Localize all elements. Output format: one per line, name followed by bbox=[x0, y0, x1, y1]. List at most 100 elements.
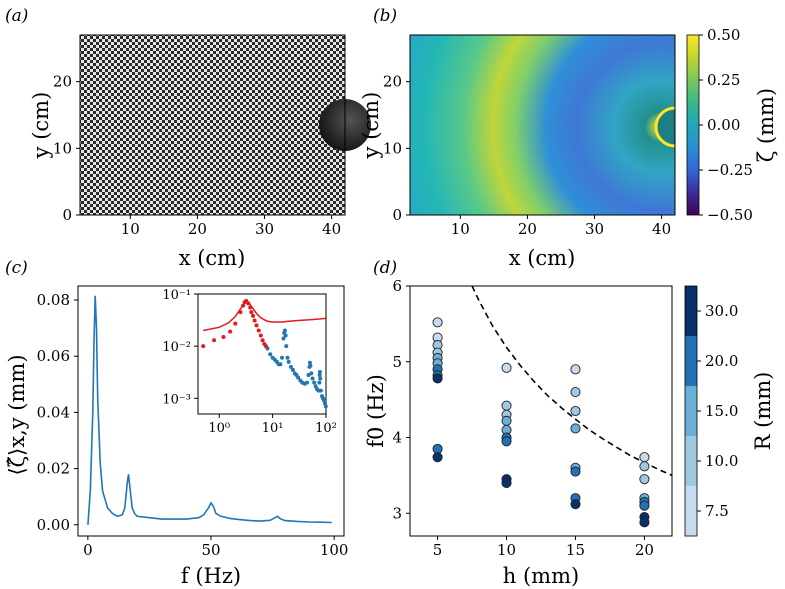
inset-blue-point bbox=[290, 367, 295, 372]
panel-c-y-label: ⟨ζ̂⟩x,y (mm) bbox=[5, 354, 29, 475]
inset-x-tick-label: 10⁰ bbox=[208, 421, 230, 436]
spectrum-line bbox=[87, 295, 332, 525]
panel-c-label: (c) bbox=[5, 258, 28, 278]
f0-point-r-10 bbox=[639, 474, 650, 485]
inset-red-point bbox=[251, 313, 256, 318]
panel-d-x-ticks: 5 10 15 20 bbox=[433, 536, 654, 559]
inset-red-point bbox=[260, 338, 265, 343]
inset-fit-curve bbox=[203, 300, 326, 332]
inset-blue-point bbox=[323, 401, 328, 406]
f0-scatter-points bbox=[432, 317, 650, 528]
inset-red-point bbox=[201, 344, 206, 349]
inset-y-tick-label: 10⁻¹ bbox=[162, 288, 191, 303]
zeta-colorbar-tick-label: −0.50 bbox=[707, 206, 753, 224]
panel-a-y-tick-label: 0 bbox=[62, 206, 72, 224]
panel-d-y-label: f0 (Hz) bbox=[364, 374, 388, 448]
panel-b-x-tick-label: 30 bbox=[585, 220, 604, 238]
inset-red-point bbox=[228, 329, 233, 334]
inset-blue-point bbox=[318, 376, 323, 381]
inset-y-ticks: 10⁻¹ 10⁻² 10⁻³ bbox=[162, 288, 198, 407]
panel-c-x-tick-label: 0 bbox=[83, 541, 93, 559]
r-colorbar-tick-label: 20.0 bbox=[705, 352, 738, 370]
zeta-colorbar-tick-label: 0.25 bbox=[707, 71, 740, 89]
r-colorbar-segment bbox=[685, 286, 697, 336]
inset-red-point bbox=[233, 321, 238, 326]
f0-point-r-20 bbox=[432, 443, 443, 454]
panel-d-y-tick-label: 3 bbox=[392, 504, 402, 522]
panel-a: (a) 10 20 30 40 0 10 20 x (cm) y (cm) bbox=[5, 6, 371, 270]
f0-point-r-30 bbox=[432, 373, 443, 384]
panel-a-y-tick-label: 10 bbox=[53, 139, 72, 157]
panel-d-x-tick-label: 5 bbox=[433, 541, 443, 559]
inset-blue-point bbox=[317, 372, 322, 377]
inset-blue-point bbox=[286, 359, 291, 364]
r-colorbar-segment bbox=[685, 436, 697, 486]
inset-blue-point bbox=[310, 376, 315, 381]
panel-a-x-tick-label: 20 bbox=[188, 220, 207, 238]
r-colorbar-tick-label: 30.0 bbox=[705, 302, 738, 320]
panel-d-x-tick-label: 10 bbox=[497, 541, 516, 559]
f0-point-r-20 bbox=[639, 500, 650, 511]
f0-point-r-15 bbox=[501, 415, 512, 426]
panel-c-x-ticks: 0 50 100 bbox=[83, 536, 348, 559]
f0-point-r-7-5 bbox=[432, 317, 443, 328]
panel-a-x-tick-label: 30 bbox=[255, 220, 274, 238]
panel-b-x-tick-label: 10 bbox=[451, 220, 470, 238]
inset-red-point bbox=[263, 344, 268, 349]
inset-loglog: 10⁰ 10¹ 10² 10⁻¹ 10⁻² 10⁻³ bbox=[162, 288, 337, 436]
inset-red-point bbox=[258, 333, 263, 338]
inset-blue-points bbox=[265, 328, 328, 409]
panel-d-x-tick-label: 15 bbox=[566, 541, 585, 559]
panel-d-y-tick-label: 5 bbox=[392, 353, 402, 371]
panel-b-y-label: y (cm) bbox=[359, 92, 383, 160]
panel-a-label: (a) bbox=[5, 6, 28, 26]
f0-point-r-7-5 bbox=[501, 362, 512, 373]
panel-b-y-tick-label: 10 bbox=[383, 139, 402, 157]
panel-d-y-tick-label: 4 bbox=[392, 429, 402, 447]
panel-a-x-label: x (cm) bbox=[179, 246, 246, 270]
inset-red-point bbox=[252, 318, 257, 323]
panel-a-x-tick-label: 40 bbox=[322, 220, 341, 238]
inset-red-point bbox=[212, 338, 217, 343]
inset-blue-point bbox=[282, 328, 287, 333]
panel-c-x-tick-label: 100 bbox=[320, 541, 349, 559]
f0-point-r-7-5 bbox=[639, 452, 650, 463]
inset-blue-point bbox=[317, 380, 322, 385]
f0-point-r-30 bbox=[432, 452, 443, 463]
panel-d: (d) 5 10 15 20 3 4 5 6 h (mm) f0 (Hz) 30.0 20.0… bbox=[364, 258, 775, 588]
inset-blue-point bbox=[284, 344, 289, 349]
inset-red-point bbox=[221, 334, 226, 339]
panel-b: (b) 10 20 30 40 0 10 20 x (cm) y (cm) 0.50 0.2… bbox=[359, 6, 778, 270]
f0-point-r-30 bbox=[639, 517, 650, 528]
panel-d-y-ticks: 3 4 5 6 bbox=[392, 277, 410, 522]
panel-c-x-label: f (Hz) bbox=[181, 564, 241, 588]
inset-blue-point bbox=[323, 404, 328, 409]
zeta-colorbar-tick-label: 0.50 bbox=[707, 26, 740, 44]
panel-b-label: (b) bbox=[373, 6, 397, 26]
r-colorbar-segment bbox=[685, 486, 697, 536]
inset-blue-point bbox=[312, 380, 317, 385]
f0-point-r-30 bbox=[501, 477, 512, 489]
inset-blue-point bbox=[318, 388, 323, 393]
panel-a-y-tick-label: 20 bbox=[53, 73, 72, 91]
inset-blue-point bbox=[309, 371, 314, 376]
f0-point-r-10 bbox=[639, 461, 650, 472]
f0-point-r-20 bbox=[570, 466, 581, 477]
panel-c-y-tick-label: 0.00 bbox=[37, 516, 70, 534]
f0-point-r-10 bbox=[570, 405, 581, 417]
zeta-colorbar-tick-label: 0.00 bbox=[707, 116, 740, 134]
panel-c: (c) 0 50 100 0.00 0.02 0.04 0.06 0.08 f (Hz) ⟨… bbox=[5, 258, 348, 588]
f0-point-r-15 bbox=[570, 423, 581, 434]
panel-c-x-tick-label: 50 bbox=[201, 541, 220, 559]
inset-blue-point bbox=[281, 336, 286, 341]
panel-a-x-ticks: 10 20 30 40 bbox=[121, 215, 341, 238]
panel-d-x-label: h (mm) bbox=[503, 564, 579, 588]
inset-blue-point bbox=[268, 352, 273, 357]
f0-point-r-7-5 bbox=[570, 364, 581, 375]
r-colorbar-segment bbox=[685, 386, 697, 436]
panel-c-y-tick-label: 0.04 bbox=[37, 403, 70, 421]
inset-blue-point bbox=[307, 360, 312, 365]
f0-point-r-10 bbox=[501, 400, 512, 411]
zeta-colorbar-label: ζ (mm) bbox=[754, 88, 778, 162]
